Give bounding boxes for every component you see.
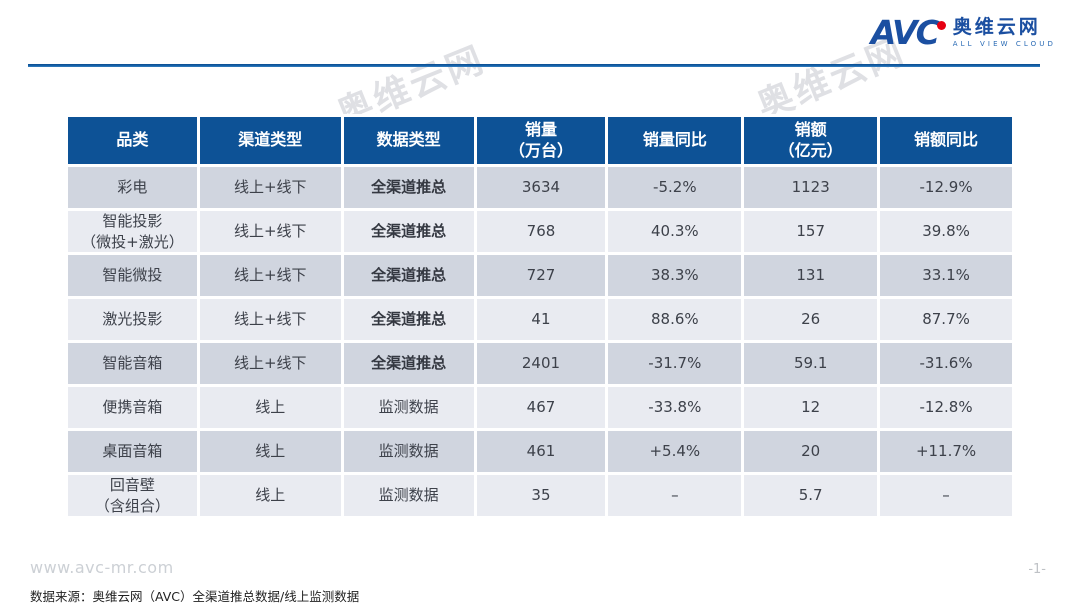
col-header-channel-type: 渠道类型	[199, 117, 341, 164]
cell-data-type: 监测数据	[343, 431, 474, 472]
cell-channel: 线上	[199, 431, 341, 472]
cell-volume: 3634	[476, 167, 606, 208]
cell-data-type: 全渠道推总	[343, 343, 474, 384]
cell-amount-yoy: 39.8%	[880, 211, 1012, 252]
logo-tagline: ALL VIEW CLOUD	[952, 39, 1056, 48]
cell-data-type: 全渠道推总	[343, 299, 474, 340]
cell-channel: 线上+线下	[199, 343, 341, 384]
col-header-sales-amount: 销额 （亿元）	[744, 117, 878, 164]
cell-amount: 20	[744, 431, 878, 472]
cell-data-type: 监测数据	[343, 387, 474, 428]
cell-data-type: 全渠道推总	[343, 167, 474, 208]
logo-red-dot-icon	[936, 21, 946, 30]
cell-volume-yoy: 88.6%	[608, 299, 742, 340]
cell-category: 彩电	[68, 167, 197, 208]
cell-channel: 线上+线下	[199, 167, 341, 208]
cell-volume-yoy: 38.3%	[608, 255, 742, 296]
cell-volume-yoy: 40.3%	[608, 211, 742, 252]
cell-volume-yoy: -33.8%	[608, 387, 742, 428]
page-number: -1-	[1028, 562, 1046, 577]
cell-data-type: 全渠道推总	[343, 255, 474, 296]
table-row-soundbar: 回音壁 （含组合） 线上 监测数据 35 – 5.7 –	[68, 475, 1012, 516]
cell-category: 智能音箱	[68, 343, 197, 384]
cell-amount: 59.1	[744, 343, 878, 384]
col-header-amount-yoy: 销额同比	[880, 117, 1012, 164]
cell-category: 便携音箱	[68, 387, 197, 428]
table-container: 品类 渠道类型 数据类型 销量 （万台） 销量同比 销额 （亿元） 销额同比 彩…	[65, 114, 1015, 519]
cell-channel: 线上+线下	[199, 299, 341, 340]
cell-volume-yoy: +5.4%	[608, 431, 742, 472]
avc-logo-letters: AVC	[871, 16, 946, 49]
cell-amount-yoy: -12.8%	[880, 387, 1012, 428]
cell-amount: 26	[744, 299, 878, 340]
table-row-smart-micro-projector: 智能微投 线上+线下 全渠道推总 727 38.3% 131 33.1%	[68, 255, 1012, 296]
col-header-data-type: 数据类型	[343, 117, 474, 164]
avc-logo: AVC 奥维云网 ALL VIEW CLOUD	[871, 16, 1056, 49]
sales-data-table: 品类 渠道类型 数据类型 销量 （万台） 销量同比 销额 （亿元） 销额同比 彩…	[65, 114, 1015, 519]
table-header-row: 品类 渠道类型 数据类型 销量 （万台） 销量同比 销额 （亿元） 销额同比	[68, 117, 1012, 164]
cell-volume: 35	[476, 475, 606, 516]
cell-volume-yoy: –	[608, 475, 742, 516]
table-row-desktop-speaker: 桌面音箱 线上 监测数据 461 +5.4% 20 +11.7%	[68, 431, 1012, 472]
cell-category: 智能投影 （微投+激光）	[68, 211, 197, 252]
cell-category: 回音壁 （含组合）	[68, 475, 197, 516]
header-divider-line	[28, 64, 1040, 67]
cell-data-type: 监测数据	[343, 475, 474, 516]
cell-volume: 41	[476, 299, 606, 340]
col-header-category: 品类	[68, 117, 197, 164]
cell-amount: 157	[744, 211, 878, 252]
cell-volume: 768	[476, 211, 606, 252]
cell-amount: 1123	[744, 167, 878, 208]
cell-volume-yoy: -31.7%	[608, 343, 742, 384]
logo-company-name: 奥维云网	[952, 16, 1041, 39]
cell-amount: 131	[744, 255, 878, 296]
cell-amount-yoy: 87.7%	[880, 299, 1012, 340]
table-row-smart-speaker: 智能音箱 线上+线下 全渠道推总 2401 -31.7% 59.1 -31.6%	[68, 343, 1012, 384]
cell-data-type: 全渠道推总	[343, 211, 474, 252]
data-source-note: 数据来源：奥维云网（AVC）全渠道推总数据/线上监测数据	[30, 589, 360, 604]
cell-channel: 线上+线下	[199, 211, 341, 252]
col-header-sales-volume: 销量 （万台）	[476, 117, 606, 164]
cell-amount-yoy: -31.6%	[880, 343, 1012, 384]
table-row-smart-projector: 智能投影 （微投+激光） 线上+线下 全渠道推总 768 40.3% 157 3…	[68, 211, 1012, 252]
table-row-color-tv: 彩电 线上+线下 全渠道推总 3634 -5.2% 1123 -12.9%	[68, 167, 1012, 208]
cell-volume: 727	[476, 255, 606, 296]
cell-amount: 12	[744, 387, 878, 428]
table-row-portable-speaker: 便携音箱 线上 监测数据 467 -33.8% 12 -12.8%	[68, 387, 1012, 428]
cell-amount-yoy: 33.1%	[880, 255, 1012, 296]
cell-channel: 线上	[199, 387, 341, 428]
cell-channel: 线上+线下	[199, 255, 341, 296]
cell-amount-yoy: –	[880, 475, 1012, 516]
cell-category: 桌面音箱	[68, 431, 197, 472]
cell-volume: 2401	[476, 343, 606, 384]
cell-volume: 467	[476, 387, 606, 428]
logo-text-block: 奥维云网 ALL VIEW CLOUD	[953, 17, 1056, 48]
cell-volume: 461	[476, 431, 606, 472]
cell-volume-yoy: -5.2%	[608, 167, 742, 208]
cell-category: 激光投影	[68, 299, 197, 340]
website-url: www.avc-mr.com	[30, 558, 174, 577]
cell-amount-yoy: +11.7%	[880, 431, 1012, 472]
col-header-volume-yoy: 销量同比	[608, 117, 742, 164]
cell-amount-yoy: -12.9%	[880, 167, 1012, 208]
table-row-laser-projector: 激光投影 线上+线下 全渠道推总 41 88.6% 26 87.7%	[68, 299, 1012, 340]
cell-category: 智能微投	[68, 255, 197, 296]
cell-channel: 线上	[199, 475, 341, 516]
cell-amount: 5.7	[744, 475, 878, 516]
